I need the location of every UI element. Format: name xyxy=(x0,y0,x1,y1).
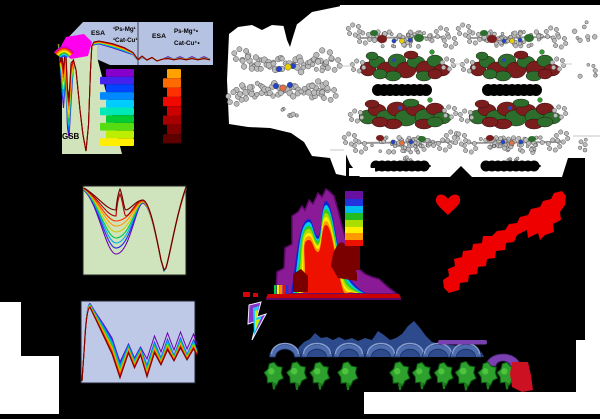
svg-text:GSB: GSB xyxy=(62,132,80,141)
svg-text:Ps-Mg⁺•: Ps-Mg⁺• xyxy=(174,28,198,35)
svg-text:ESA: ESA xyxy=(152,33,166,40)
svg-text:¹Cat-Cu¹: ¹Cat-Cu¹ xyxy=(113,37,137,44)
svg-text:¹Ps-Mg¹: ¹Ps-Mg¹ xyxy=(113,26,136,33)
svg-text:ESA: ESA xyxy=(91,30,105,37)
svg-text:Cat-Cu⁺•: Cat-Cu⁺• xyxy=(174,40,200,47)
